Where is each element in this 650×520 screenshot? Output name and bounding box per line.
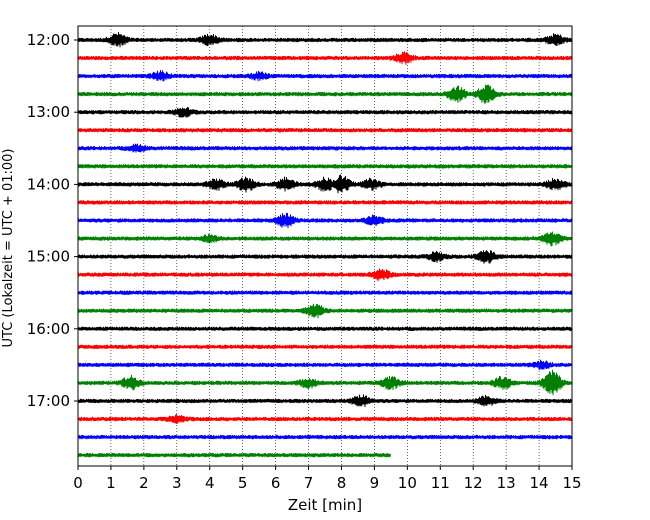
trace-1700 — [77, 394, 573, 408]
y-tick-label: 17:00 — [27, 392, 70, 410]
x-tick-label: 7 — [304, 474, 314, 492]
x-tick-label: 14 — [530, 474, 549, 492]
trace-1315 — [77, 127, 573, 133]
trace-1345 — [77, 164, 573, 169]
x-tick-label: 5 — [238, 474, 248, 492]
x-tick-label: 10 — [398, 474, 417, 492]
y-tick-label: 13:00 — [27, 103, 70, 121]
trace-1600 — [77, 326, 573, 332]
plot-frame — [77, 25, 573, 467]
trace-1730 — [77, 434, 573, 440]
trace-1400 — [77, 174, 573, 194]
trace-1445 — [77, 231, 573, 247]
y-axis-label: UTC (Lokalzeit = UTC + 01:00) — [1, 149, 16, 348]
trace-1515 — [77, 268, 573, 282]
x-tick-label: 0 — [73, 474, 83, 492]
x-tick-label: 1 — [106, 474, 116, 492]
y-tick-label: 12:00 — [27, 31, 70, 49]
y-tick-label: 16:00 — [27, 320, 70, 338]
x-tick-label: 15 — [562, 474, 581, 492]
y-tick-label: 14:00 — [27, 175, 70, 193]
trace-1300 — [77, 107, 573, 118]
x-tick-label: 8 — [337, 474, 347, 492]
trace-1200 — [77, 31, 573, 48]
trace-1230 — [77, 69, 573, 82]
trace-1745 — [77, 452, 391, 458]
trace-1245 — [77, 84, 573, 105]
y-axis-ticks: 12:00 13:00 14:00 15:00 16:00 17:00 — [27, 31, 78, 410]
x-axis-label: Zeit [min] — [288, 496, 362, 514]
y-tick-label: 15:00 — [27, 248, 70, 266]
x-tick-label: 12 — [464, 474, 483, 492]
grid-lines — [110, 26, 540, 466]
trace-1545 — [77, 303, 573, 319]
trace-1645 — [77, 369, 573, 396]
trace-1330 — [77, 143, 573, 153]
trace-1530 — [77, 290, 573, 295]
trace-1630 — [77, 359, 573, 370]
x-tick-label: 11 — [431, 474, 450, 492]
x-tick-label: 4 — [205, 474, 215, 492]
seismic-traces — [77, 31, 573, 458]
trace-1430 — [77, 212, 573, 229]
x-tick-label: 6 — [271, 474, 281, 492]
trace-1415 — [77, 200, 573, 205]
x-tick-label: 9 — [370, 474, 380, 492]
x-tick-label: 3 — [172, 474, 182, 492]
trace-1500 — [77, 249, 573, 264]
trace-1715 — [77, 413, 573, 424]
trace-1615 — [77, 344, 573, 350]
trace-1215 — [77, 51, 573, 65]
x-tick-label: 13 — [497, 474, 516, 492]
x-axis-ticks: 0 1 2 3 4 5 6 7 8 9 10 11 12 13 14 15 — [73, 466, 582, 492]
x-tick-label: 2 — [139, 474, 149, 492]
